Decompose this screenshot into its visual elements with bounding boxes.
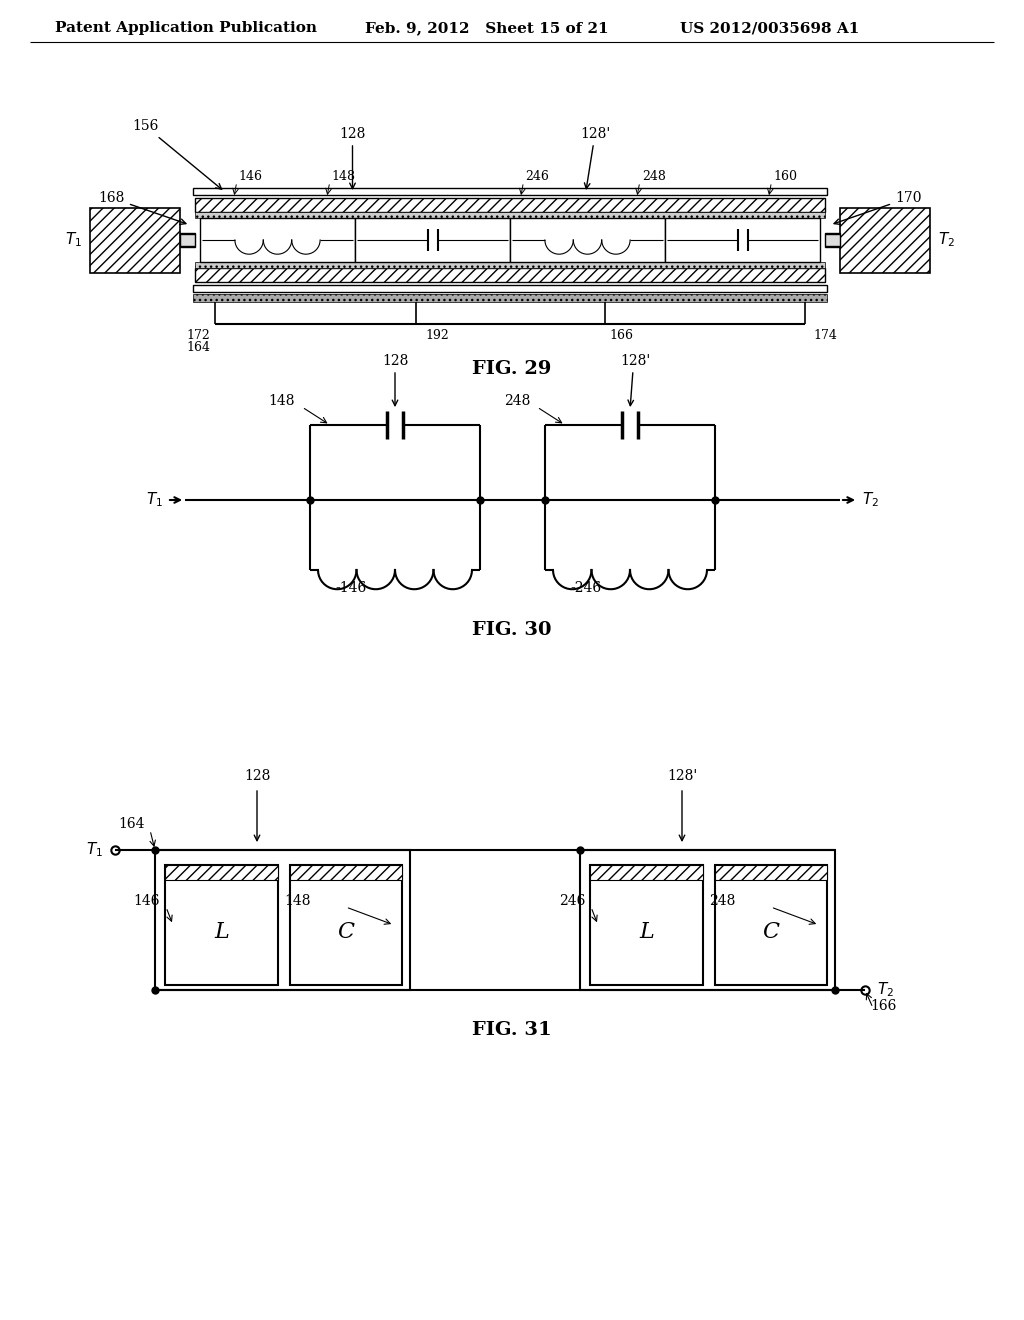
Bar [155,850,410,990]
Text: L: L [639,921,653,944]
Text: 168: 168 [98,191,186,224]
Text: 156: 156 [132,119,221,189]
Bar [715,865,827,985]
Text: 160: 160 [773,170,798,183]
Text: 148: 148 [268,393,295,408]
Text: 248: 248 [642,170,666,183]
Text: 170: 170 [835,191,922,224]
Text: 248: 248 [504,393,530,408]
Text: 246: 246 [525,170,549,183]
Text: 146: 146 [133,894,160,908]
Text: -246: -246 [570,581,601,595]
Bar [90,207,180,272]
Bar [193,294,827,302]
Text: 248: 248 [710,894,736,908]
Bar [165,865,278,985]
Bar [200,218,355,261]
Bar [195,268,825,282]
Bar [165,865,278,880]
Bar [510,218,665,261]
Bar [290,865,402,985]
Bar [665,218,820,261]
Text: $T_1$: $T_1$ [65,231,82,249]
Bar [825,234,840,247]
Text: 192: 192 [426,329,450,342]
Text: 128: 128 [244,770,270,783]
Bar [840,207,930,272]
Bar [290,865,402,880]
Text: 128': 128' [581,127,610,141]
Text: 246: 246 [559,894,585,908]
Bar [193,285,827,292]
Text: Patent Application Publication: Patent Application Publication [55,21,317,36]
Bar [590,865,702,985]
Bar [180,234,195,247]
Text: FIG. 29: FIG. 29 [472,360,552,378]
Text: C: C [762,921,779,944]
Bar [590,865,702,880]
Bar [715,865,827,880]
Text: US 2012/0035698 A1: US 2012/0035698 A1 [680,21,859,36]
Bar [580,850,835,990]
Text: $T_2$: $T_2$ [877,981,894,999]
Text: FIG. 31: FIG. 31 [472,1020,552,1039]
Text: 148: 148 [285,894,311,908]
Text: C: C [337,921,354,944]
Text: -146: -146 [335,581,367,595]
Bar [195,198,825,213]
Text: 128': 128' [620,354,650,368]
Bar [195,261,825,268]
Text: Feb. 9, 2012   Sheet 15 of 21: Feb. 9, 2012 Sheet 15 of 21 [365,21,608,36]
Text: FIG. 30: FIG. 30 [472,620,552,639]
Text: L: L [214,921,228,944]
Text: 166: 166 [609,329,634,342]
Text: 146: 146 [239,170,263,183]
Text: 128: 128 [382,354,409,368]
Bar [355,218,510,261]
Text: 128': 128' [667,770,697,783]
Text: 128: 128 [339,127,366,141]
Text: $T_2$: $T_2$ [862,491,879,510]
Text: 174: 174 [813,329,837,342]
Text: 166: 166 [870,999,896,1012]
Text: 148: 148 [332,170,355,183]
Bar [195,213,825,218]
Bar [193,187,827,195]
Text: $T_1$: $T_1$ [86,841,103,859]
Text: 172: 172 [186,329,210,342]
Text: $T_1$: $T_1$ [146,491,163,510]
Text: 164: 164 [186,341,210,354]
Text: $T_2$: $T_2$ [938,231,955,249]
Text: 164: 164 [119,817,145,832]
